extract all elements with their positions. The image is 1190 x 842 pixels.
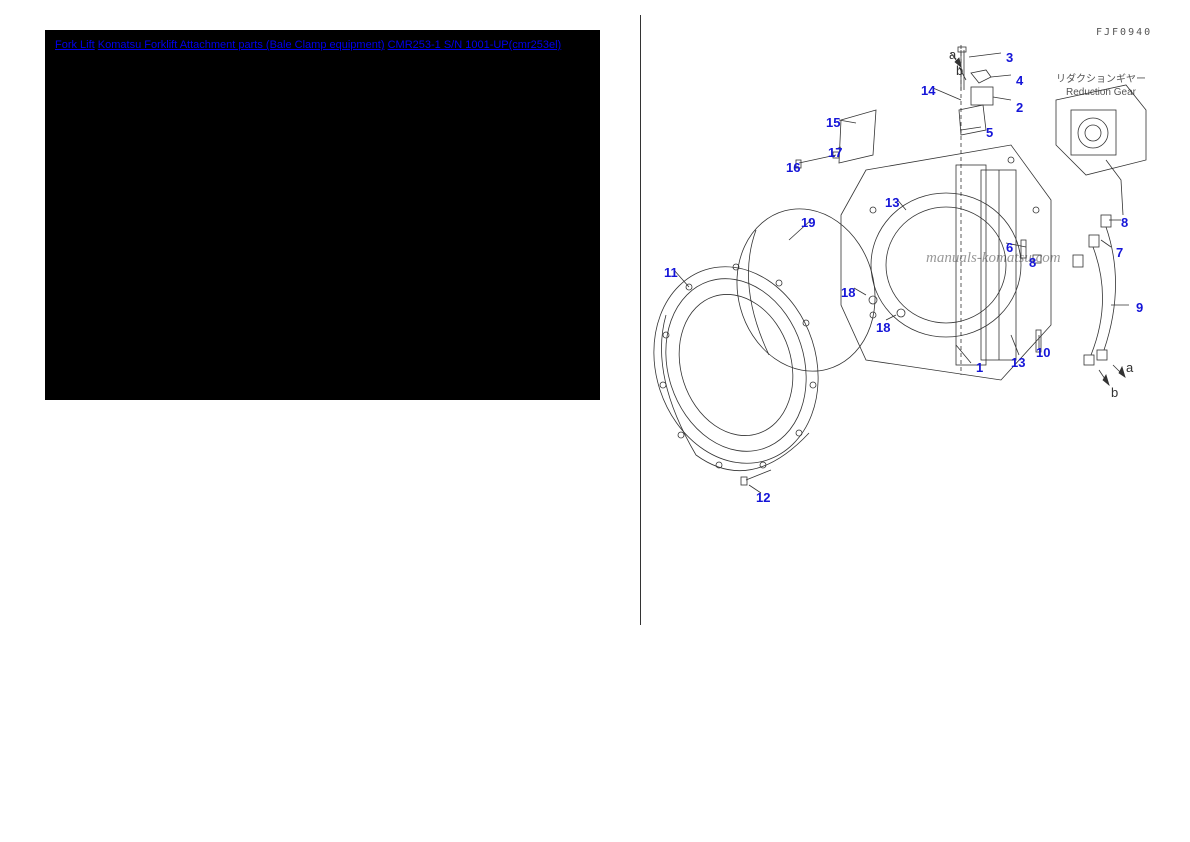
callout-8a: 8 <box>1029 255 1036 270</box>
callout-8b: 8 <box>1121 215 1128 230</box>
breadcrumb-link-1[interactable]: Fork Lift <box>55 39 95 51</box>
callout-6: 6 <box>1006 240 1013 255</box>
callout-11: 11 <box>664 265 678 280</box>
callout-4: 4 <box>1016 73 1023 88</box>
callout-13a: 13 <box>885 195 899 210</box>
callout-18b: 18 <box>876 320 890 335</box>
callout-19: 19 <box>801 215 815 230</box>
callout-7: 7 <box>1116 245 1123 260</box>
callout-9: 9 <box>1136 300 1143 315</box>
callout-16: 16 <box>786 160 800 175</box>
left-info-panel: Fork Lift Komatsu Forklift Attachment pa… <box>45 30 600 400</box>
breadcrumb-link-3[interactable]: CMR253-1 S/N 1001-UP(cmr253el) <box>388 39 562 51</box>
callout-10: 10 <box>1036 345 1050 360</box>
diagram-panel: FJF0940 リダクションギヤー Reduction Gear manuals… <box>640 15 1180 625</box>
breadcrumb: Fork Lift Komatsu Forklift Attachment pa… <box>45 30 600 61</box>
callout-13b: 13 <box>1011 355 1025 370</box>
callout-1: 1 <box>976 360 983 375</box>
callout-5: 5 <box>986 125 993 140</box>
letter-a-bottom: a <box>1126 360 1133 375</box>
callout-12: 12 <box>756 490 770 505</box>
breadcrumb-link-2[interactable]: Komatsu Forklift Attachment parts (Bale … <box>98 39 385 51</box>
letter-a-top: a <box>949 47 956 62</box>
letter-b-bottom: b <box>1111 385 1118 400</box>
callout-18a: 18 <box>841 285 855 300</box>
callout-3: 3 <box>1006 50 1013 65</box>
diagram-svg <box>641 15 1181 625</box>
letter-b-top: b <box>956 63 963 78</box>
callout-2: 2 <box>1016 100 1023 115</box>
exploded-diagram: FJF0940 リダクションギヤー Reduction Gear manuals… <box>641 15 1180 625</box>
callout-14: 14 <box>921 83 935 98</box>
callout-15: 15 <box>826 115 840 130</box>
callout-17: 17 <box>828 145 842 160</box>
